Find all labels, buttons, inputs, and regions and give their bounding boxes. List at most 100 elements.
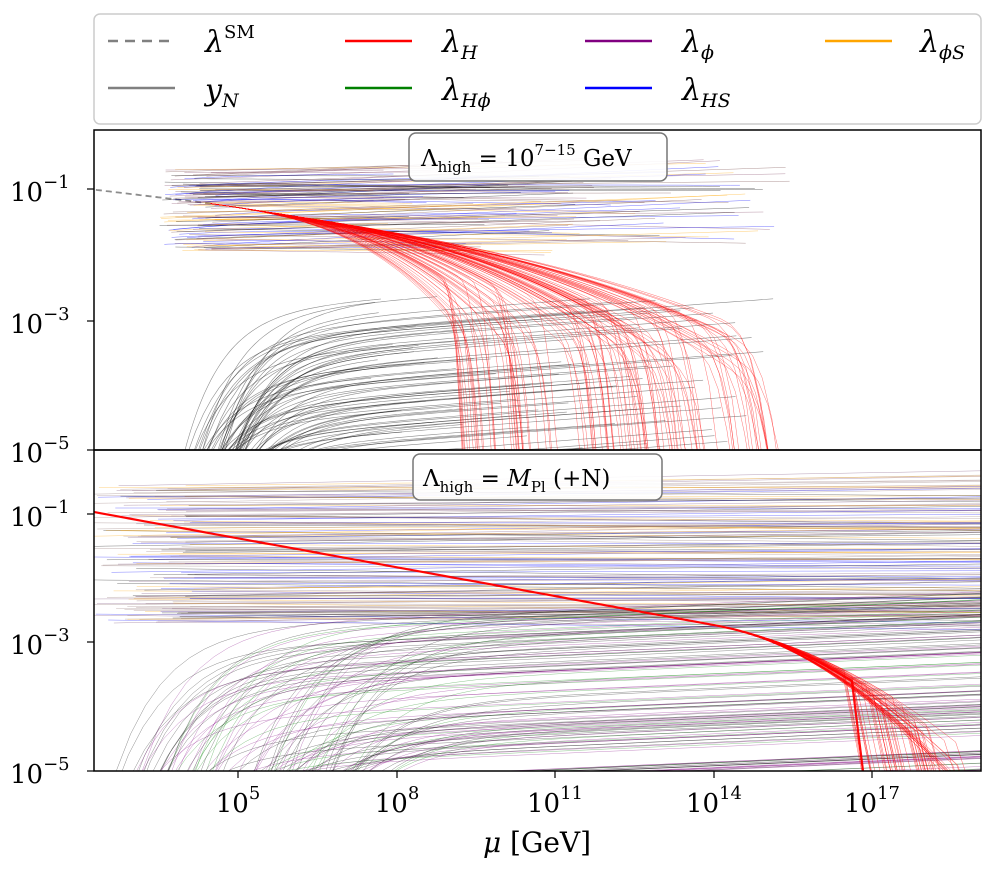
- coupling-line: [131, 515, 981, 522]
- y-n-line: [234, 403, 501, 450]
- rising-line: [342, 727, 981, 771]
- y-n-line: [269, 387, 695, 450]
- rising-line: [160, 634, 981, 771]
- panel-top: Λhigh = 107−15 GeV 10−1 10−3 10−5: [10, 129, 982, 489]
- rising-line: [188, 626, 981, 771]
- y-n-line: [283, 396, 638, 450]
- rising-line: [194, 637, 981, 771]
- rising-line: [146, 620, 981, 771]
- legend-entry-y-n: yN: [108, 73, 240, 112]
- rising-line: [215, 614, 981, 771]
- y-n-line: [317, 423, 615, 450]
- y-n-line: [244, 357, 438, 450]
- ytick-label: 10−1: [10, 497, 70, 533]
- rising-line: [255, 610, 981, 771]
- coupling-line: [170, 556, 981, 561]
- rising-line: [161, 652, 981, 771]
- y-n-line: [250, 384, 531, 450]
- coupling-line: [160, 577, 981, 589]
- coupling-line: [185, 581, 981, 597]
- rising-line: [285, 732, 981, 771]
- y-n-line: [206, 358, 474, 450]
- rising-line: [523, 751, 981, 771]
- rising-line: [274, 599, 981, 771]
- coupling-line: [153, 563, 981, 576]
- annotation-top-text: Λhigh = 107−15 GeV: [420, 141, 632, 176]
- coupling-line: [202, 215, 739, 225]
- y-n-line: [208, 298, 774, 450]
- y-n-line: [224, 302, 376, 450]
- rising-line: [381, 716, 981, 771]
- rising-line: [159, 643, 981, 771]
- coupling-line: [186, 230, 759, 247]
- coupling-line: [199, 228, 660, 236]
- legend-entry-lambda-hs: λHS: [585, 73, 731, 112]
- rising-line: [195, 609, 981, 771]
- y-n-line: [203, 377, 372, 450]
- rising-line: [368, 717, 981, 771]
- y-n-line: [321, 415, 747, 450]
- coupling-line: [173, 509, 981, 521]
- rising-line: [228, 690, 981, 771]
- coupling-line: [121, 515, 981, 523]
- x-axis-label: μ [GeV]: [483, 826, 591, 859]
- y-n-line: [244, 322, 736, 450]
- y-n-line: [259, 365, 673, 450]
- coupling-line: [215, 196, 645, 203]
- coupling-line: [192, 199, 611, 206]
- y-n-line: [206, 373, 496, 450]
- rising-line: [271, 602, 981, 771]
- coupling-line: [185, 186, 525, 195]
- coupling-line: [103, 530, 981, 541]
- coupling-line: [174, 243, 481, 248]
- coupling-line: [180, 574, 981, 585]
- rising-line: [531, 751, 981, 771]
- coupling-line: [165, 500, 981, 511]
- rising-line: [192, 647, 981, 771]
- coupling-line: [162, 608, 981, 616]
- y-n-line: [263, 421, 435, 450]
- rising-line: [115, 593, 981, 771]
- y-n-line: [240, 362, 425, 450]
- lambda-h-line: [210, 203, 589, 450]
- lambda-h-line: [210, 203, 679, 450]
- yticks-top: 10−1 10−3 10−5: [10, 172, 94, 469]
- rising-line: [223, 621, 981, 771]
- coupling-line: [150, 574, 981, 579]
- rising-line: [239, 645, 981, 771]
- y-n-line: [212, 358, 491, 450]
- coupling-line: [179, 605, 981, 618]
- rising-line: [167, 663, 981, 771]
- y-n-line: [235, 316, 642, 450]
- coupling-line: [182, 215, 770, 230]
- rising-line: [282, 644, 981, 771]
- y-n-line: [270, 402, 569, 450]
- coupling-line: [177, 613, 981, 621]
- rising-line: [167, 647, 981, 771]
- rising-line: [332, 622, 981, 771]
- coupling-line: [171, 218, 575, 233]
- coupling-line: [171, 515, 981, 519]
- coupling-line: [140, 531, 981, 544]
- coupling-line: [172, 605, 981, 609]
- y-n-line: [223, 382, 585, 450]
- y-n-line: [238, 390, 510, 450]
- y-n-line: [279, 409, 402, 450]
- rising-line: [279, 622, 981, 771]
- coupling-line: [95, 613, 981, 623]
- y-n-line: [221, 368, 456, 450]
- y-n-line: [219, 453, 435, 489]
- rising-line: [196, 662, 981, 771]
- coupling-line: [184, 173, 394, 180]
- coupling-line: [133, 604, 981, 611]
- y-n-line: [236, 312, 713, 450]
- coupling-line: [173, 198, 427, 204]
- legend-label-lambda-phi: λϕ: [681, 25, 714, 64]
- coupling-line: [208, 224, 580, 234]
- rising-line: [353, 676, 981, 771]
- curves-top: [94, 157, 790, 489]
- coupling-line: [203, 238, 384, 241]
- rising-line: [661, 757, 981, 771]
- rising-line: [255, 652, 981, 771]
- rising-line: [208, 694, 981, 771]
